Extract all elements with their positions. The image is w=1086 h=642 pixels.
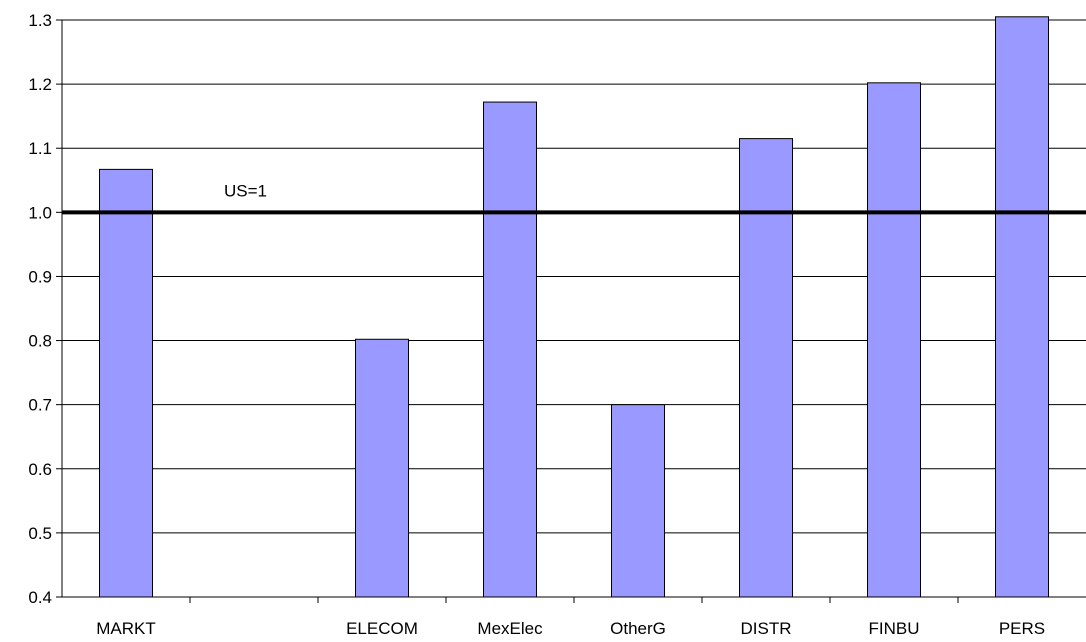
x-tick-label: MexElec	[477, 619, 543, 638]
y-tick-label: 1.3	[28, 11, 52, 30]
x-tick-label: ELECOM	[346, 619, 418, 638]
y-tick-labels: 0.4 0.5 0.6 0.7 0.8 0.9 1.0 1.1 1.2 1.3	[28, 11, 62, 607]
y-tick-label: 0.6	[28, 460, 52, 479]
reference-line-group: US=1	[62, 181, 1086, 215]
y-tick-label: 0.7	[28, 396, 52, 415]
bar	[483, 101, 537, 598]
y-tick-label: 0.8	[28, 332, 52, 351]
bars	[99, 16, 1049, 598]
x-tick-label: DISTR	[741, 619, 792, 638]
bar	[99, 168, 153, 598]
bar	[611, 404, 665, 598]
y-tick-label: 1.0	[28, 203, 52, 222]
x-tick-label: MARKT	[96, 619, 156, 638]
bar	[355, 338, 409, 598]
x-tick-label: FINBU	[869, 619, 920, 638]
y-tick-label: 1.1	[28, 139, 52, 158]
y-tick-label: 1.2	[28, 75, 52, 94]
x-tick-label: OtherG	[610, 619, 666, 638]
x-tick-labels: MARKT ELECOM MexElec OtherG DISTR FINBU PERS	[96, 597, 1045, 638]
y-tick-label: 0.9	[28, 267, 52, 286]
bar	[995, 16, 1049, 598]
bar	[739, 138, 793, 598]
reference-line-label: US=1	[224, 181, 267, 200]
y-tick-label: 0.5	[28, 524, 52, 543]
gridlines	[62, 19, 1086, 534]
axes	[61, 20, 1086, 598]
x-tick-label: PERS	[999, 619, 1045, 638]
bar	[867, 82, 921, 598]
y-tick-label: 0.4	[28, 588, 52, 607]
